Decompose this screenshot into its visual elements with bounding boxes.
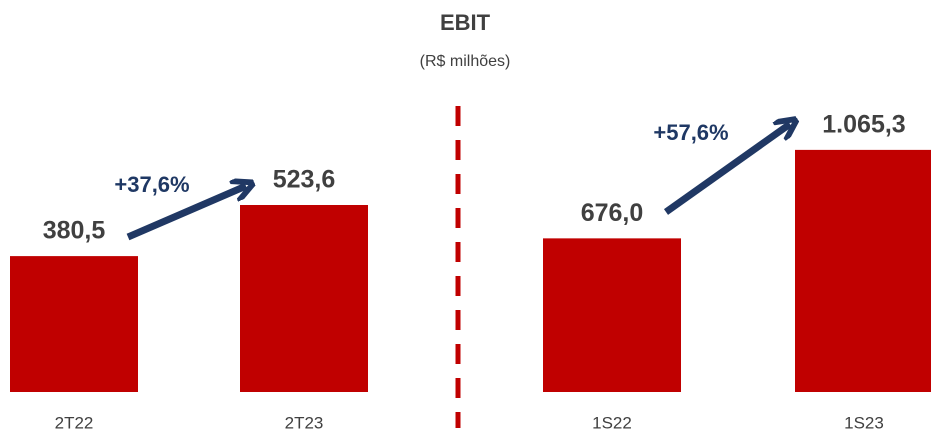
bar [795,149,931,392]
bar [543,238,681,392]
chart-title: EBIT [440,10,491,35]
growth-arrow [663,124,790,215]
bar [10,256,138,392]
x-tick-label: 2T23 [285,413,324,432]
value-label: 676,0 [581,199,644,227]
chart-subtitle: (R$ milhões) [420,53,511,70]
annotation: +57,6% [653,120,728,145]
x-tick-label: 1S23 [844,413,884,432]
growth-arrow [126,186,246,241]
x-tick-label: 2T22 [55,413,94,432]
value-label: 380,5 [43,217,106,245]
annotation: +37,6% [114,172,189,197]
value-label: 523,6 [273,166,336,194]
bar [240,205,368,392]
x-tick-label: 1S22 [592,413,632,432]
value-label: 1.065,3 [822,110,905,138]
